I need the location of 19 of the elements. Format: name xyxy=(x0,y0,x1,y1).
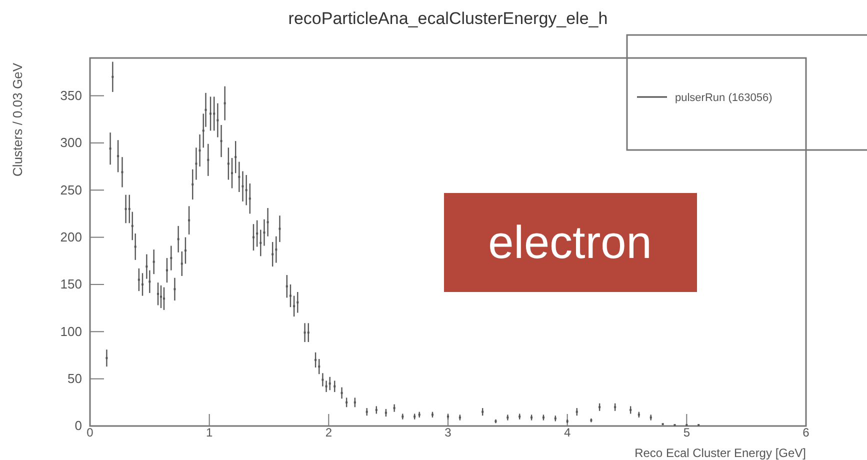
x-axis-title: Reco Ecal Cluster Energy [GeV] xyxy=(634,446,806,460)
x-tick-label: 5 xyxy=(683,426,690,440)
y-tick-label: 200 xyxy=(60,229,82,244)
x-tick-label: 1 xyxy=(206,426,213,440)
y-tick-label: 50 xyxy=(68,370,82,386)
x-tick-label: 2 xyxy=(325,426,332,440)
y-axis-title: Clusters / 0.03 GeV xyxy=(10,62,25,176)
y-tick-label: 300 xyxy=(60,135,82,150)
y-tick-label: 250 xyxy=(60,182,82,198)
legend-label: pulserRun (163056) xyxy=(675,92,772,104)
y-tick-label: 150 xyxy=(60,276,82,292)
y-tick-label: 100 xyxy=(60,324,82,339)
y-tick-label: 350 xyxy=(60,88,82,103)
x-tick-label: 4 xyxy=(564,426,571,440)
x-tick-label: 6 xyxy=(802,426,810,440)
chart-title: recoParticleAna_ecalClusterEnergy_ele_h xyxy=(288,9,608,28)
x-tick-label: 3 xyxy=(444,426,452,440)
x-tick-label: 0 xyxy=(86,426,94,440)
annotation: electron xyxy=(488,216,652,268)
